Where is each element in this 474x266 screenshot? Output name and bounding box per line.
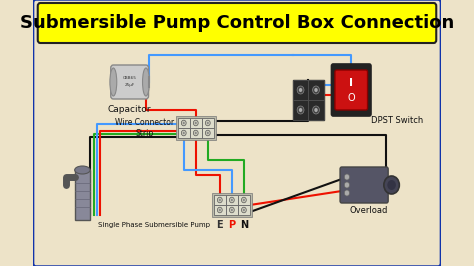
Text: Submersible Pump Control Box Connection: Submersible Pump Control Box Connection	[20, 14, 454, 32]
Text: Wire Connector
Strip: Wire Connector Strip	[115, 118, 174, 138]
Text: O: O	[347, 93, 355, 103]
Bar	[212, 193, 252, 217]
Circle shape	[243, 199, 245, 201]
Circle shape	[193, 120, 198, 126]
Text: Overload: Overload	[349, 206, 388, 215]
FancyBboxPatch shape	[340, 167, 388, 203]
Bar	[238, 205, 250, 215]
Circle shape	[219, 199, 221, 201]
Circle shape	[231, 199, 233, 201]
Circle shape	[193, 130, 198, 136]
FancyBboxPatch shape	[331, 64, 371, 116]
Circle shape	[241, 207, 246, 213]
Circle shape	[218, 197, 222, 203]
Circle shape	[387, 180, 396, 190]
Circle shape	[182, 132, 185, 134]
Circle shape	[297, 86, 304, 94]
Circle shape	[384, 176, 399, 194]
Bar	[226, 205, 238, 215]
Text: P: P	[228, 220, 236, 230]
Bar	[238, 195, 250, 205]
Bar	[202, 128, 214, 138]
Bar	[293, 100, 308, 120]
Bar	[190, 128, 202, 138]
Ellipse shape	[75, 166, 90, 174]
Bar	[190, 118, 202, 128]
Circle shape	[299, 88, 302, 92]
Ellipse shape	[143, 68, 149, 96]
Circle shape	[344, 182, 349, 188]
Circle shape	[312, 106, 319, 114]
Bar	[178, 118, 190, 128]
Bar	[308, 100, 324, 120]
Circle shape	[207, 122, 209, 124]
Circle shape	[299, 108, 302, 112]
Circle shape	[182, 130, 186, 136]
Circle shape	[312, 86, 319, 94]
Text: DPST Switch: DPST Switch	[371, 116, 423, 125]
Circle shape	[241, 197, 246, 203]
Circle shape	[297, 106, 304, 114]
Text: N: N	[240, 220, 248, 230]
Circle shape	[231, 209, 233, 211]
Circle shape	[219, 209, 221, 211]
Circle shape	[207, 132, 209, 134]
Circle shape	[314, 88, 318, 92]
Circle shape	[205, 130, 210, 136]
Circle shape	[314, 108, 318, 112]
Circle shape	[195, 132, 197, 134]
Bar	[293, 80, 324, 120]
Bar	[176, 116, 216, 140]
Circle shape	[182, 122, 185, 124]
FancyBboxPatch shape	[38, 3, 436, 43]
Text: 25μF: 25μF	[125, 83, 135, 87]
Circle shape	[229, 207, 234, 213]
Bar	[226, 195, 238, 205]
Circle shape	[195, 122, 197, 124]
Text: CBB65: CBB65	[123, 76, 137, 80]
Bar	[308, 80, 324, 100]
Circle shape	[218, 207, 222, 213]
Bar	[214, 195, 226, 205]
Bar	[214, 205, 226, 215]
FancyBboxPatch shape	[111, 65, 148, 99]
FancyBboxPatch shape	[33, 0, 441, 266]
Bar	[202, 118, 214, 128]
Text: Single Phase Submersible Pump: Single Phase Submersible Pump	[98, 222, 210, 228]
Circle shape	[205, 120, 210, 126]
Text: Capacitor: Capacitor	[108, 105, 151, 114]
Text: E: E	[217, 220, 223, 230]
Ellipse shape	[110, 68, 117, 96]
Text: I: I	[349, 78, 353, 88]
Bar	[75, 170, 90, 220]
Circle shape	[243, 209, 245, 211]
Circle shape	[344, 190, 349, 196]
Circle shape	[229, 197, 234, 203]
Circle shape	[344, 174, 349, 180]
Bar	[293, 80, 308, 100]
FancyBboxPatch shape	[335, 70, 367, 110]
Circle shape	[182, 120, 186, 126]
Bar	[178, 128, 190, 138]
